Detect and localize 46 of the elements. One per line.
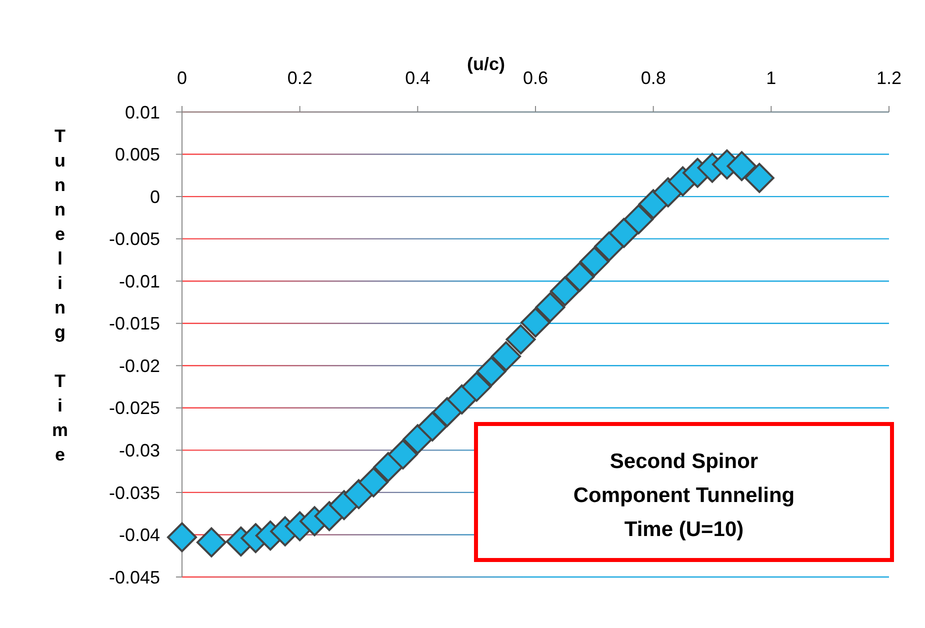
y-tick-label: -0.035: [108, 482, 160, 503]
point: [388, 439, 418, 470]
point: [594, 231, 624, 262]
point: [476, 356, 506, 387]
x-axis-title: (u/c): [467, 54, 505, 74]
point: [506, 324, 536, 354]
y-tick-label: -0.02: [118, 356, 160, 376]
x-tick-label: 1.2: [876, 68, 902, 88]
point: [608, 218, 639, 248]
point: [462, 372, 492, 402]
point: [358, 467, 388, 498]
y-tick-label: -0.005: [108, 229, 160, 250]
x-tick-label: 0.2: [287, 68, 312, 88]
y-tick-label: -0.015: [108, 314, 160, 334]
y-tick-label: 0: [150, 186, 160, 207]
y-tick-label: -0.045: [108, 567, 160, 588]
y-tick-label: -0.01: [118, 271, 160, 292]
point: [167, 522, 197, 552]
point: [726, 151, 757, 182]
point: [744, 162, 774, 193]
point: [432, 397, 462, 428]
text: Tunneling Time: [52, 126, 68, 464]
point: [550, 276, 580, 306]
y-tick-label: 0.005: [114, 144, 160, 165]
x-tick-label: 0.6: [522, 68, 548, 88]
note-box: Second Spinor Component Tunneling Time (U=10): [474, 422, 894, 562]
point: [624, 204, 654, 234]
x-tick-label: 0.8: [640, 68, 666, 88]
point: [579, 246, 610, 277]
x-tick-label: 1: [766, 68, 776, 88]
y-tick-label: -0.025: [108, 398, 160, 418]
y-tick-label: -0.03: [118, 440, 160, 460]
point: [520, 308, 550, 338]
point: [564, 262, 595, 292]
point: [402, 424, 433, 454]
point: [196, 527, 226, 558]
point: [373, 452, 404, 482]
point: [491, 341, 522, 372]
point: [417, 412, 448, 442]
x-tick-label: 0: [176, 68, 188, 88]
y-tick-label: -0.04: [118, 525, 160, 546]
point: [535, 292, 566, 322]
y-tick-label: 0.01: [124, 102, 160, 122]
x-tick-label: 0.4: [405, 68, 430, 88]
annotation: Second Spinor Component Tunneling Time (U=10): [573, 450, 795, 541]
point: [446, 384, 477, 414]
